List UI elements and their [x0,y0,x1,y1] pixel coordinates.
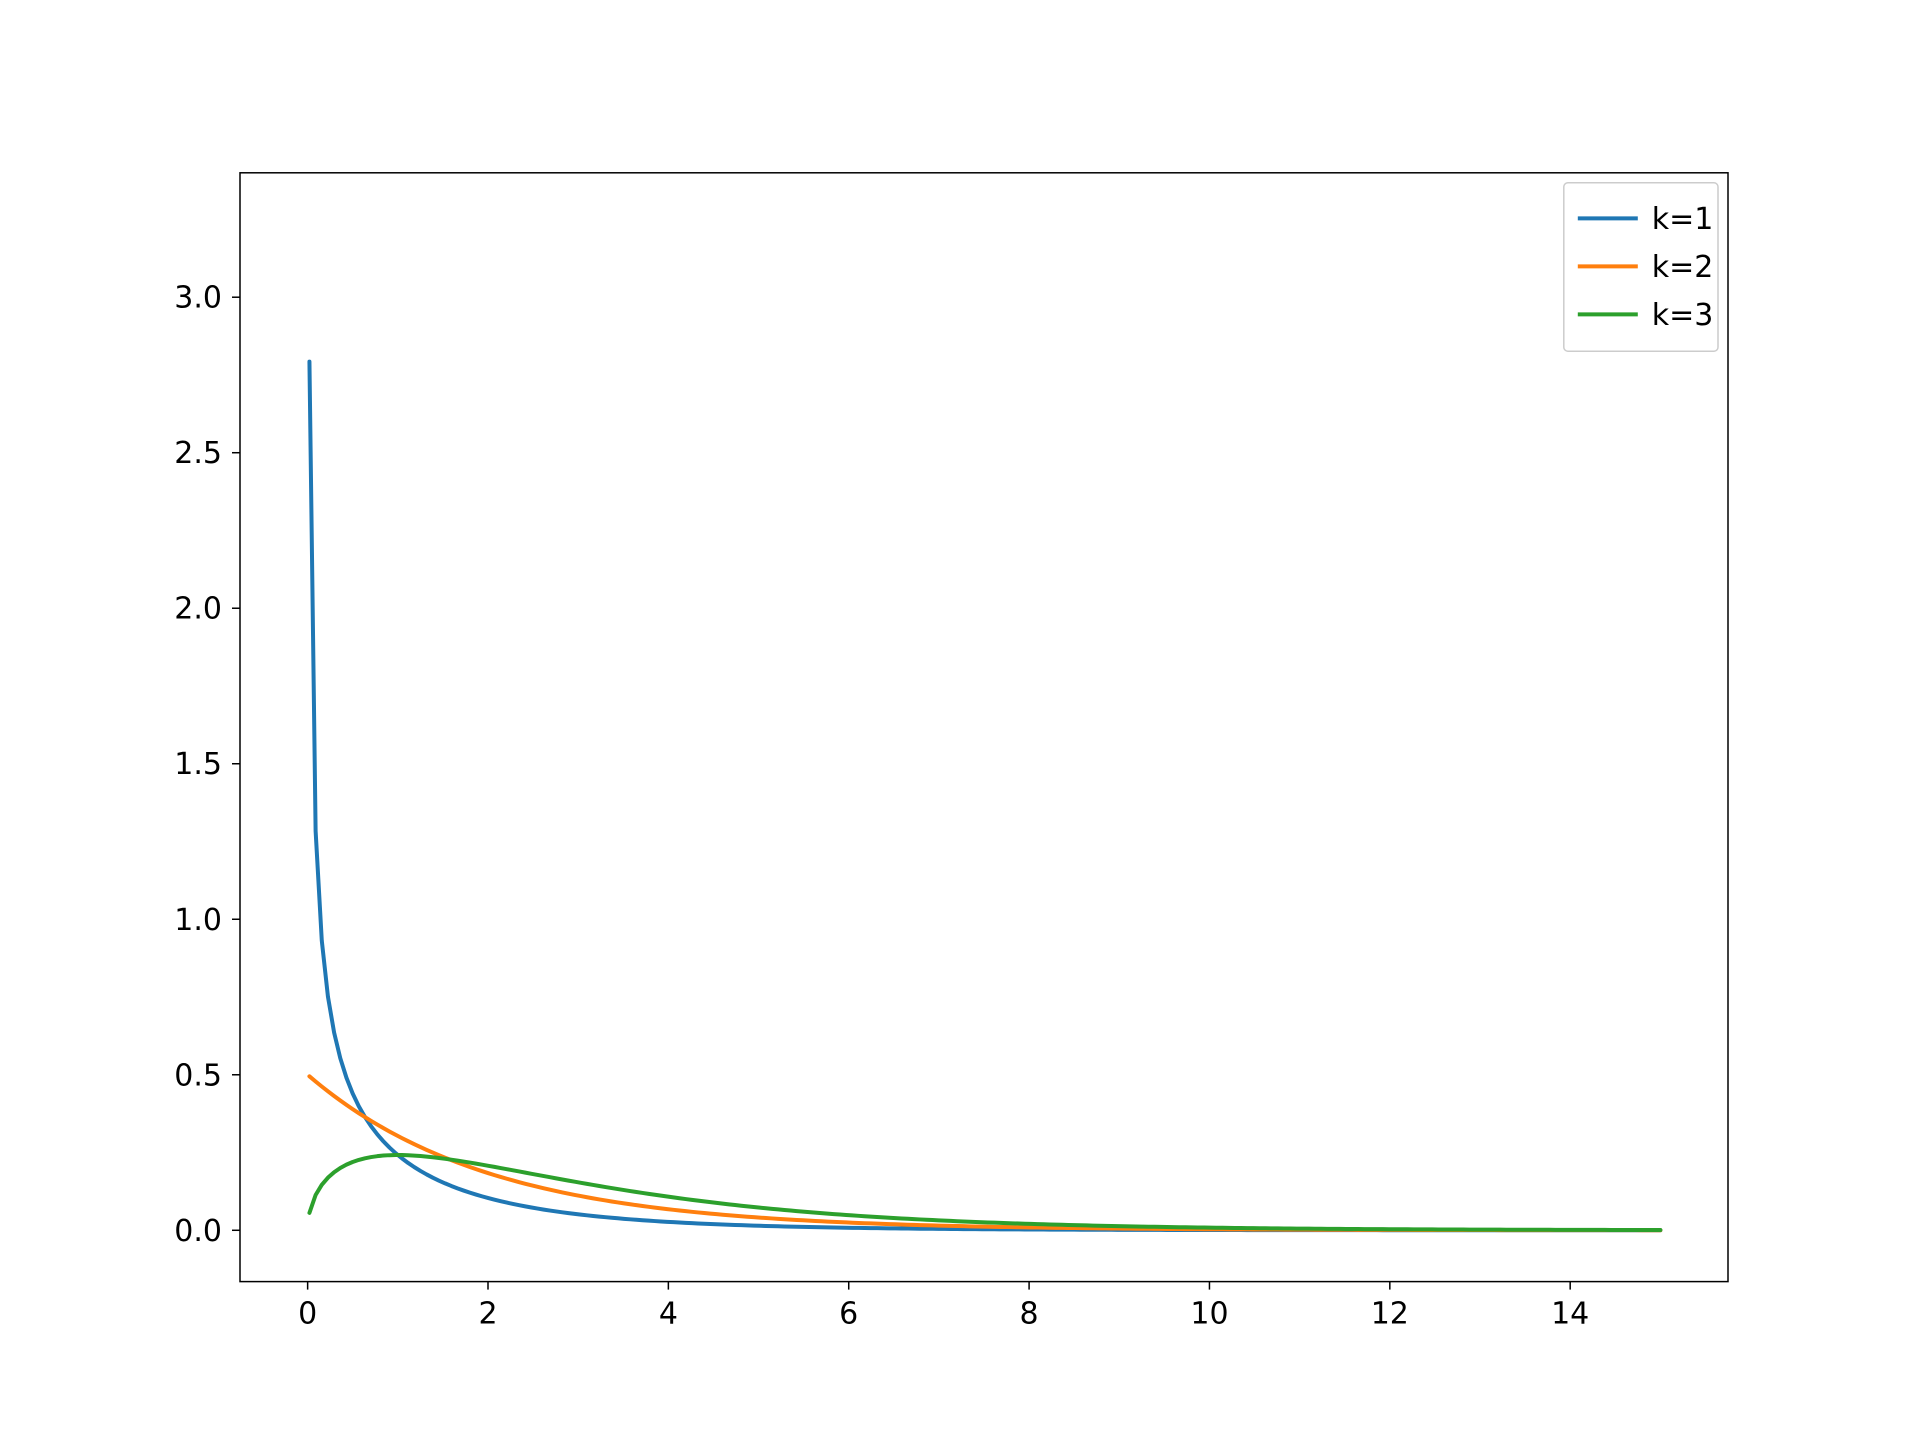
y-tick-label: 3.0 [174,281,222,316]
series-line-k-2 [309,1076,1660,1230]
y-tick-label: 0.5 [174,1058,222,1093]
line-chart: 024681012140.00.51.01.52.02.53.0k=1k=2k=… [0,0,1920,1440]
y-tick-label: 0.0 [174,1214,222,1249]
x-tick-label: 8 [1020,1297,1039,1332]
x-tick-label: 10 [1190,1297,1228,1332]
x-tick-label: 6 [839,1297,858,1332]
x-tick-label: 12 [1371,1297,1409,1332]
legend-label-k-3: k=3 [1652,298,1714,333]
series-line-k-1 [309,362,1660,1231]
plot-border [240,173,1728,1282]
series-line-k-3 [309,1155,1660,1230]
chart-container: 024681012140.00.51.01.52.02.53.0k=1k=2k=… [0,0,1920,1440]
legend: k=1 k=2 k=3 [1564,183,1718,351]
legend-label-k-1: k=1 [1652,202,1714,237]
y-tick-label: 2.0 [174,592,222,627]
x-tick-label: 2 [478,1297,497,1332]
y-tick-label: 1.5 [174,747,222,782]
y-tick-label: 1.0 [174,903,222,938]
series-group [309,362,1660,1231]
legend-label-k-2: k=2 [1652,250,1714,285]
x-tick-label: 14 [1551,1297,1589,1332]
y-tick-label: 2.5 [174,436,222,471]
x-tick-label: 4 [659,1297,678,1332]
x-tick-label: 0 [298,1297,317,1332]
